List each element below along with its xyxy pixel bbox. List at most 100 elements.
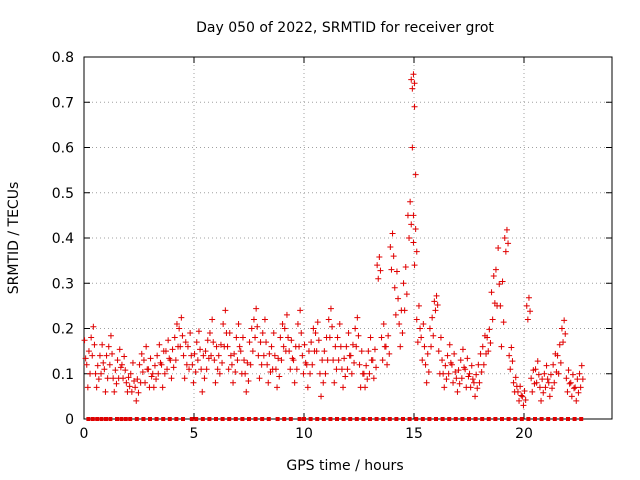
data-point <box>439 357 446 364</box>
data-point <box>441 384 448 391</box>
data-point <box>502 248 509 255</box>
baseline-marker <box>275 417 280 421</box>
data-point <box>484 334 491 341</box>
data-point <box>509 358 516 365</box>
data-point <box>376 254 383 261</box>
baseline-marker <box>128 417 133 421</box>
data-point <box>231 350 238 357</box>
data-point <box>562 330 569 337</box>
data-point <box>338 366 345 373</box>
data-point <box>190 379 197 386</box>
data-point <box>131 377 138 384</box>
data-point <box>281 325 288 332</box>
data-point <box>420 320 427 327</box>
baseline-marker <box>266 417 271 421</box>
data-point <box>456 380 463 387</box>
data-point <box>280 343 287 350</box>
data-point <box>128 388 135 395</box>
data-point <box>153 376 160 383</box>
baseline-marker <box>335 417 339 421</box>
data-point <box>335 357 342 364</box>
data-point <box>474 385 481 392</box>
data-point <box>236 343 243 350</box>
data-point <box>557 359 564 366</box>
baseline-marker <box>189 417 194 421</box>
data-point <box>129 359 136 366</box>
data-point <box>170 364 177 371</box>
data-point <box>538 397 545 404</box>
data-point <box>120 375 127 382</box>
data-point <box>437 334 444 341</box>
data-point <box>199 388 206 395</box>
data-point <box>351 359 358 366</box>
data-point <box>194 357 201 364</box>
data-point <box>126 383 133 390</box>
baseline-marker <box>401 417 405 421</box>
data-point <box>425 368 432 375</box>
data-point <box>276 373 283 380</box>
data-point <box>429 314 436 321</box>
data-point <box>143 343 150 350</box>
data-point <box>505 240 512 247</box>
data-point <box>525 294 532 301</box>
baseline-marker <box>123 417 128 421</box>
data-point <box>296 343 303 350</box>
baseline-marker <box>227 417 232 421</box>
data-point <box>393 268 400 275</box>
data-point <box>477 350 484 357</box>
data-point <box>577 384 584 391</box>
data-point <box>263 339 270 346</box>
baseline-marker <box>414 417 419 421</box>
data-point <box>158 361 165 368</box>
x-axis-label: GPS time / hours <box>286 458 403 474</box>
data-point <box>173 320 180 327</box>
data-point <box>209 316 216 323</box>
baseline-marker <box>552 417 557 421</box>
data-point <box>565 367 572 374</box>
data-point <box>373 364 380 371</box>
data-point <box>408 221 415 228</box>
baseline-marker <box>440 417 445 421</box>
baseline-marker <box>240 417 245 421</box>
data-point <box>82 355 89 362</box>
data-point <box>464 355 471 362</box>
data-point <box>349 341 356 348</box>
data-point <box>485 348 492 355</box>
data-point <box>568 393 575 400</box>
data-point <box>499 278 506 285</box>
data-point <box>413 316 420 323</box>
data-point <box>563 375 570 382</box>
baseline-marker <box>174 417 179 421</box>
data-point <box>455 367 462 374</box>
data-point <box>101 366 108 373</box>
data-point <box>258 361 265 368</box>
data-point <box>260 352 267 359</box>
baseline-marker <box>200 417 205 421</box>
data-point <box>512 374 519 381</box>
data-point <box>191 350 198 357</box>
data-point <box>362 384 369 391</box>
data-point <box>443 376 450 383</box>
data-point <box>138 350 145 357</box>
data-point <box>480 361 487 368</box>
data-point <box>569 371 576 378</box>
baseline-marker <box>167 417 172 421</box>
data-point <box>219 359 226 366</box>
data-point <box>579 376 586 383</box>
data-point <box>523 302 530 309</box>
baseline-markers <box>86 417 584 421</box>
data-point <box>307 370 314 377</box>
data-point <box>489 316 496 323</box>
baseline-marker <box>260 417 265 421</box>
data-point <box>93 384 100 391</box>
data-point <box>271 352 278 359</box>
data-point <box>321 348 328 355</box>
baseline-marker <box>434 417 438 421</box>
data-point <box>343 343 350 350</box>
data-point <box>397 343 404 350</box>
data-point <box>94 362 101 369</box>
data-point <box>501 235 508 241</box>
data-point <box>575 389 582 396</box>
data-point <box>386 350 393 357</box>
